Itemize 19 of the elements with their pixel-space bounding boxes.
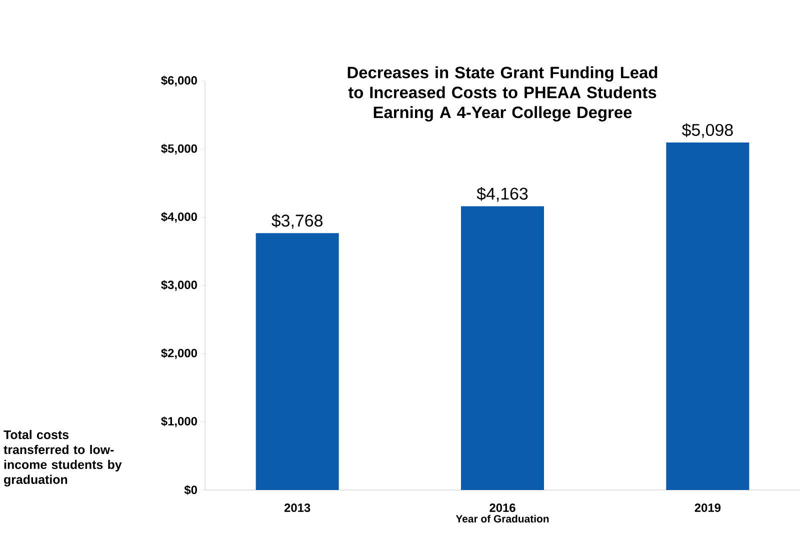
x-axis-title: Year of Graduation [456,514,549,523]
y-axis-title: Total costs transferred to low-income students by graduation [4,430,122,486]
y-tick-label: $4,000 [161,212,197,223]
y-tick-label: $2,000 [161,348,197,360]
data-label: $4,163 [476,187,528,202]
data-label: $3,768 [272,214,322,229]
x-tick-label: 2016 [490,504,516,512]
y-tick-label: $3,000 [161,280,197,291]
chart-title: Decreases in State Grant Funding Lead to Increased Costs to PHEAA Students Earning A 4-Year College Degree [348,66,658,122]
bar [256,233,339,490]
x-tick-label: 2019 [694,504,721,512]
x-tick-label: 2013 [284,504,310,512]
bar [666,142,750,490]
data-label: $5,098 [682,123,733,138]
y-tick-label: $1,000 [161,416,197,428]
y-tick-label: $0 [184,485,197,495]
bar [461,206,544,490]
y-tick-label: $6,000 [161,76,197,86]
y-tick-label: $5,000 [161,144,197,155]
